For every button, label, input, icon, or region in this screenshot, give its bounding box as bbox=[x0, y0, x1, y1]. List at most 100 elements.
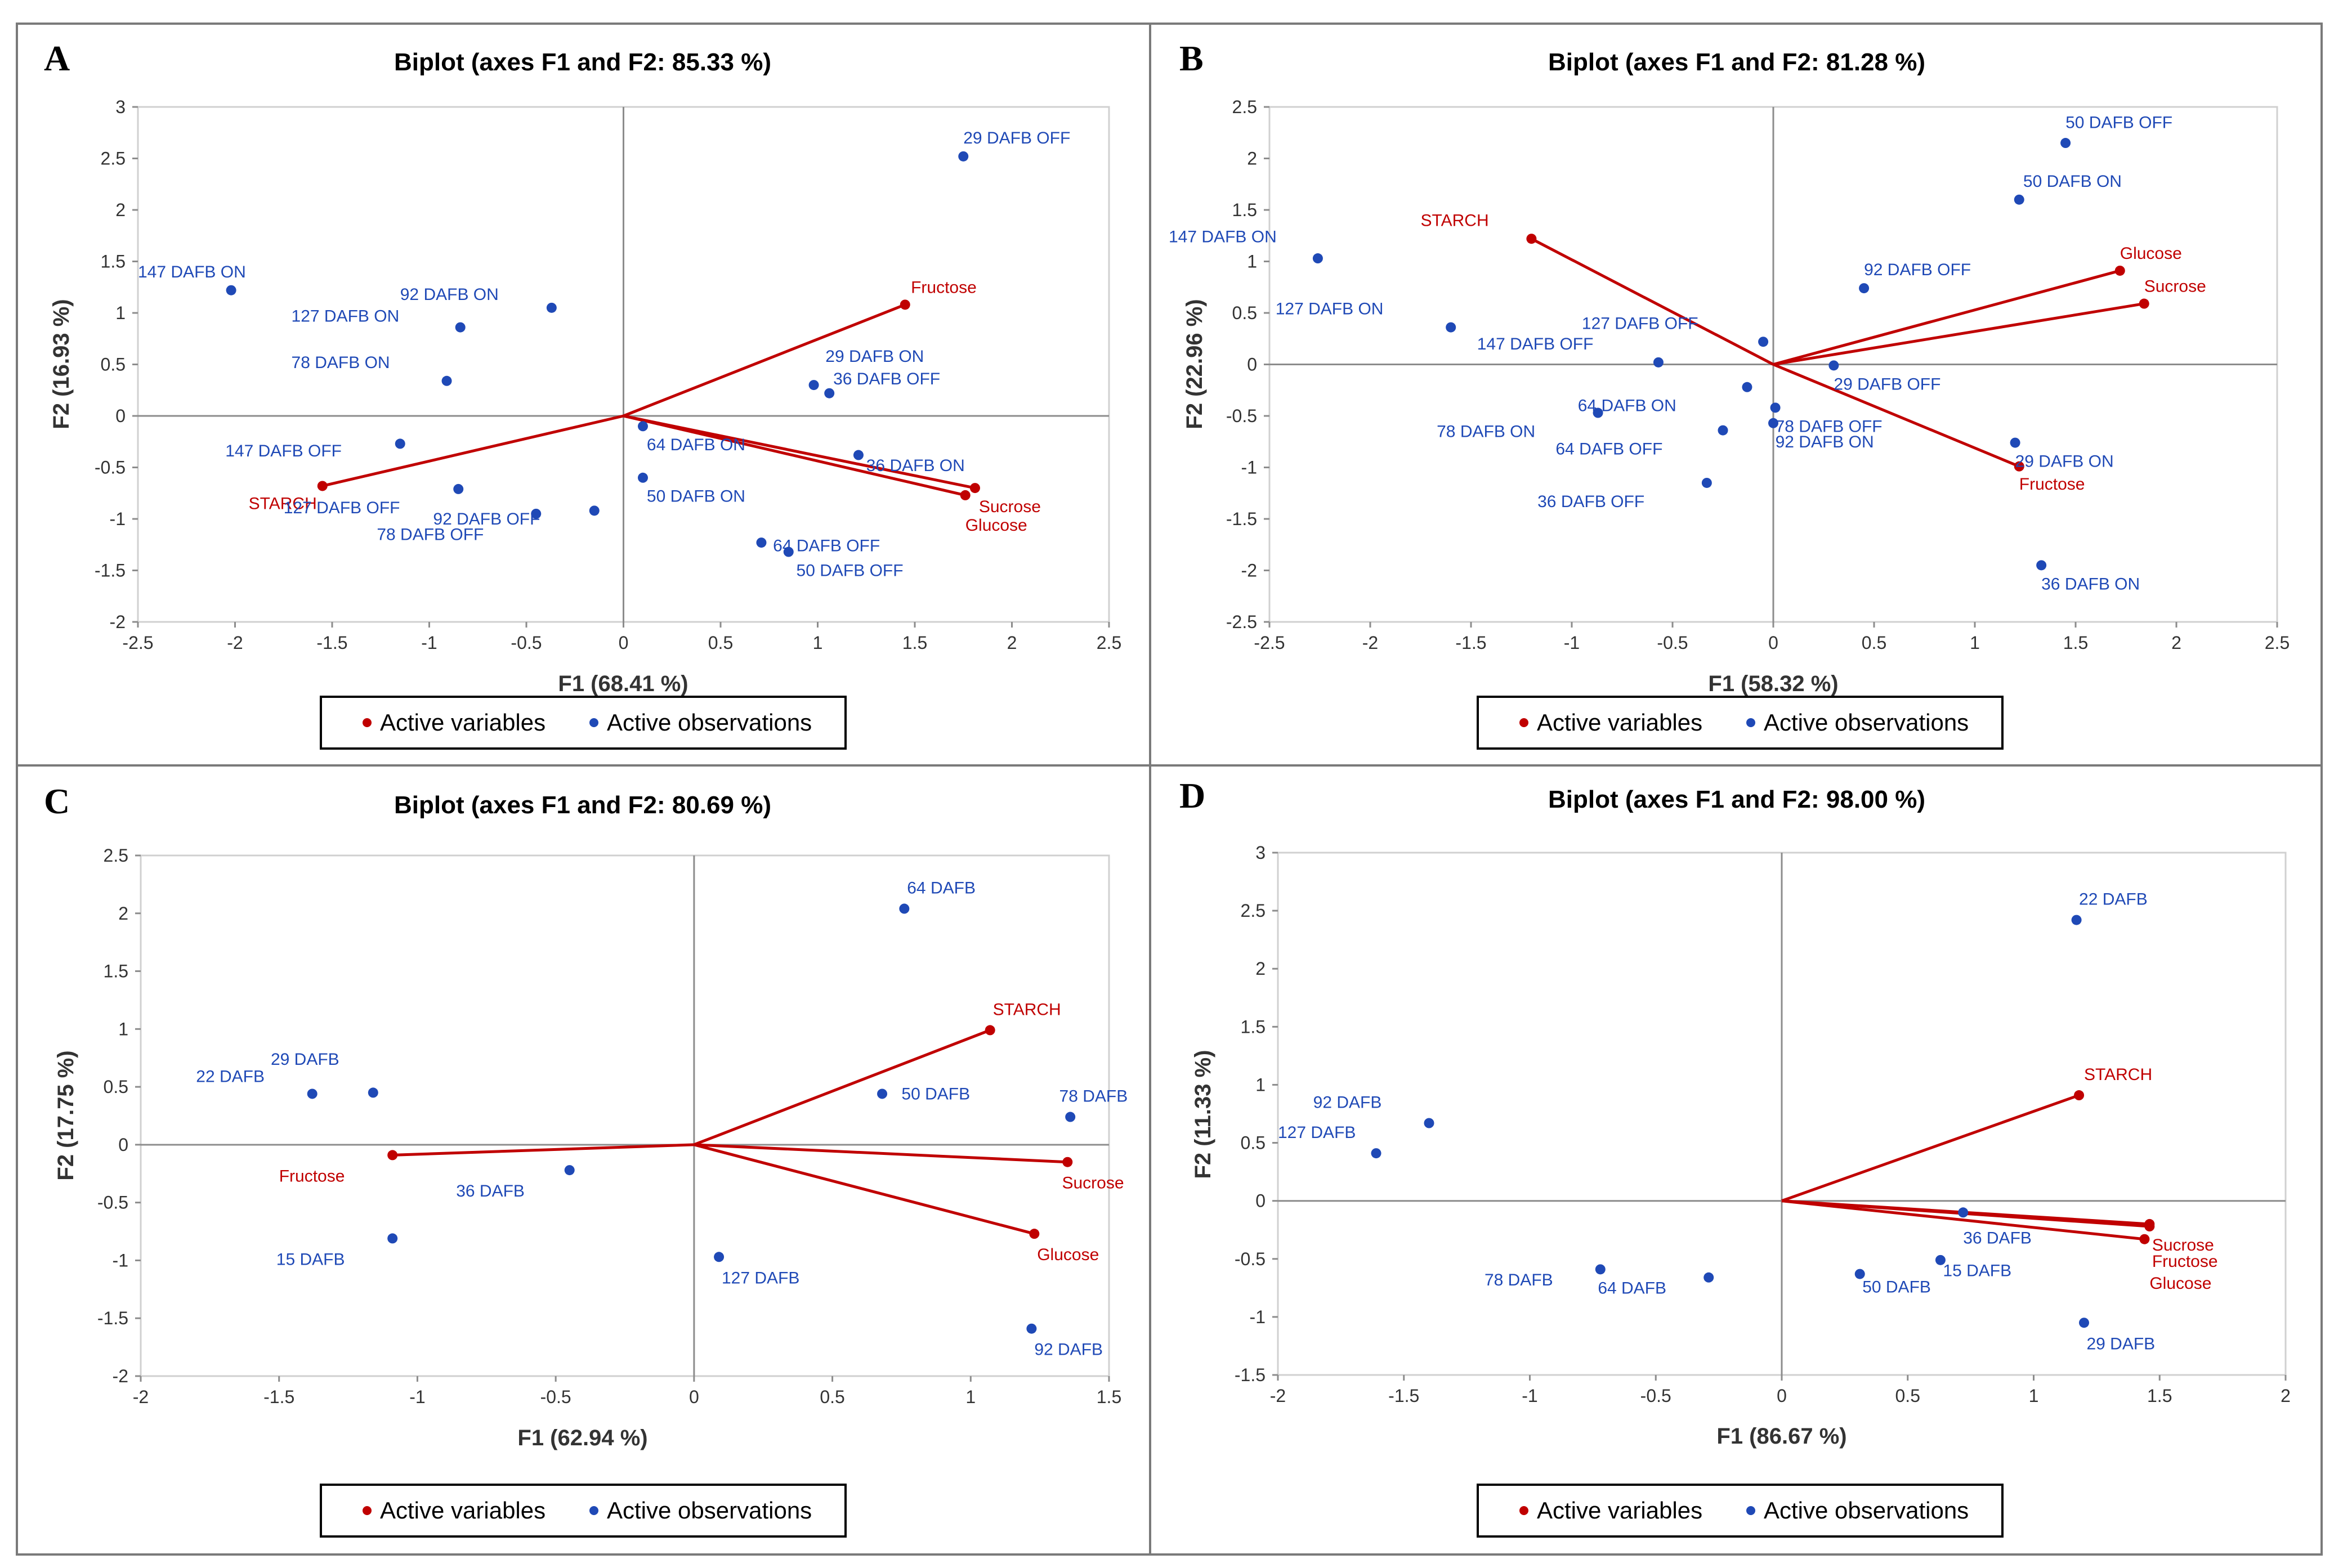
panel-a-obs-label-36-dafb-on: 36 DAFB ON bbox=[866, 456, 965, 475]
panel-a-variable-label-glucose: Glucose bbox=[965, 516, 1027, 535]
panel-b-obs-point-127-dafb-on bbox=[1446, 322, 1456, 333]
panel-b-y-tick-label: 2 bbox=[1247, 149, 1257, 169]
panel-c-y-tick-label: 0 bbox=[118, 1135, 128, 1155]
panel-c-variable-point-glucose bbox=[1029, 1229, 1040, 1239]
panel-b-x-tick-label: 2 bbox=[2171, 633, 2181, 653]
panel-d-y-tick-label: 1 bbox=[1255, 1074, 1266, 1095]
panel-d-legend-observations-label: Active observations bbox=[1764, 1497, 1969, 1524]
panel-b-y-tick-label: -1.5 bbox=[1226, 509, 1257, 529]
panel-b-y-tick-label: -0.5 bbox=[1226, 406, 1257, 426]
panel-c: C Biplot (axes F1 and F2: 80.69 %) -2 -1.… bbox=[44, 781, 1128, 1538]
panel-c-y-tick-label: 2.5 bbox=[104, 845, 128, 866]
panel-letter-b: B bbox=[1179, 38, 1204, 78]
panel-b-obs-label-78-dafb-off: 78 DAFB OFF bbox=[1776, 417, 1883, 436]
panel-c-x-tick-label: 1.5 bbox=[1097, 1387, 1121, 1407]
panel-c-vector-glucose bbox=[694, 1143, 1035, 1235]
panel-c-vector-fructose bbox=[392, 1143, 694, 1157]
panel-letter-a: A bbox=[44, 38, 70, 78]
panel-c-obs-label-22-dafb: 22 DAFB bbox=[196, 1068, 265, 1086]
panel-b-obs-label-29-dafb-on: 29 DAFB ON bbox=[2015, 453, 2114, 471]
panel-b-obs-point-92-dafb-on bbox=[1768, 418, 1778, 428]
panel-b: B Biplot (axes F1 and F2: 81.28 %) -2.5-… bbox=[1169, 38, 2290, 750]
panel-c-x-tick-label: -0.5 bbox=[540, 1387, 571, 1407]
panel-c-legend-box bbox=[320, 1484, 847, 1538]
panel-d-legend-variables-marker bbox=[1519, 1506, 1528, 1515]
panel-c-obs-point-22-dafb bbox=[307, 1088, 318, 1099]
panel-d-obs-point-50-dafb bbox=[1854, 1269, 1865, 1279]
panel-c-y-tick-label: -2 bbox=[113, 1366, 128, 1386]
panel-a-obs-label-29-dafb-off: 29 DAFB OFF bbox=[963, 129, 1070, 147]
panel-c-obs-label-78-dafb: 78 DAFB bbox=[1059, 1087, 1128, 1106]
panel-c-variable-point-starch bbox=[985, 1025, 995, 1036]
panel-b-y-axis-title: F2 (22.96 %) bbox=[1182, 299, 1207, 429]
panel-d-y-tick-label: 3 bbox=[1255, 843, 1266, 863]
panel-a-obs-label-78-dafb-on: 78 DAFB ON bbox=[292, 353, 390, 372]
panel-b-y-tick-label: 0 bbox=[1247, 355, 1257, 375]
panel-b-legend-variables-marker bbox=[1519, 718, 1528, 727]
panel-b-obs-point-78-dafb-off bbox=[1770, 402, 1781, 413]
panel-b-obs-label-92-dafb-off: 92 DAFB OFF bbox=[1864, 261, 1971, 279]
panel-b-obs-point-29-dafb-on bbox=[2010, 437, 2020, 448]
panel-a-y-tick-label: -0.5 bbox=[95, 458, 126, 478]
panel-d-obs-label-36-dafb: 36 DAFB bbox=[1963, 1229, 2032, 1248]
panel-d-variable-label-glucose: Glucose bbox=[2149, 1274, 2211, 1293]
panel-c-obs-label-29-dafb: 29 DAFB bbox=[271, 1050, 339, 1069]
panel-d-y-tick-label: 0 bbox=[1255, 1191, 1266, 1211]
panel-c-vector-starch bbox=[693, 1029, 991, 1146]
panel-b-x-tick-label: 1 bbox=[1970, 633, 1980, 653]
panel-a-y-tick-label: -2 bbox=[110, 612, 126, 632]
panel-c-obs-label-15-dafb: 15 DAFB bbox=[276, 1250, 345, 1269]
panel-d-vector-glucose bbox=[1781, 1199, 2145, 1241]
panel-c-obs-label-64-dafb: 64 DAFB bbox=[907, 879, 976, 898]
panel-a-x-tick-label: -1 bbox=[421, 633, 437, 653]
panel-b-y-tick-label: 1.5 bbox=[1232, 200, 1257, 220]
panel-b-legend-observations-marker bbox=[1746, 718, 1755, 727]
panel-c-obs-point-127-dafb bbox=[714, 1252, 725, 1262]
panel-a-vector-glucose bbox=[623, 414, 966, 497]
panel-d-x-tick-label: -0.5 bbox=[1640, 1386, 1671, 1406]
panel-d-variable-point-fructose bbox=[2144, 1221, 2155, 1232]
panel-a-obs-point-50-dafb-on bbox=[638, 472, 648, 483]
panel-b-obs-point-36-dafb-off bbox=[1701, 477, 1712, 488]
panel-d-x-tick-label: -2 bbox=[1270, 1386, 1286, 1406]
panel-c-variable-label-starch: STARCH bbox=[993, 1000, 1061, 1019]
panel-a-obs-label-64-dafb-on: 64 DAFB ON bbox=[647, 436, 745, 454]
panel-d-obs-label-78-dafb: 78 DAFB bbox=[1485, 1271, 1553, 1289]
panel-b-variable-label-sucrose: Sucrose bbox=[2144, 277, 2206, 295]
panel-c-legend-variables-label: Active variables bbox=[380, 1497, 546, 1524]
panel-c-variable-point-sucrose bbox=[1062, 1157, 1073, 1167]
panel-d-y-tick-label: 0.5 bbox=[1241, 1133, 1266, 1153]
panel-d-obs-label-50-dafb: 50 DAFB bbox=[1862, 1278, 1931, 1296]
panel-b-variable-point-glucose bbox=[2114, 265, 2125, 276]
panel-b-x-tick-label: -1 bbox=[1564, 633, 1580, 653]
panel-a-legend-observations-label: Active observations bbox=[607, 709, 812, 736]
panel-b-vector-sucrose bbox=[1773, 302, 2145, 366]
panel-b-title: Biplot (axes F1 and F2: 81.28 %) bbox=[1548, 48, 1925, 76]
panel-a-legend-box bbox=[320, 696, 847, 750]
panel-d-x-tick-label: 0.5 bbox=[1895, 1386, 1920, 1406]
panel-c-y-tick-label: -0.5 bbox=[97, 1193, 128, 1213]
panel-d-vector-starch bbox=[1781, 1094, 2080, 1203]
panel-d-title: Biplot (axes F1 and F2: 98.00 %) bbox=[1548, 786, 1925, 813]
panel-c-obs-label-92-dafb: 92 DAFB bbox=[1034, 1341, 1103, 1359]
panel-a-y-axis-title: F2 (16.93 %) bbox=[49, 299, 74, 429]
panel-b-obs-label-147-dafb-on: 147 DAFB ON bbox=[1169, 228, 1277, 247]
panel-b-obs-label-127-dafb-off: 127 DAFB OFF bbox=[1582, 314, 1698, 333]
panel-b-obs-point-50-dafb-on bbox=[2014, 194, 2024, 205]
panel-a-x-tick-label: 1.5 bbox=[902, 633, 927, 653]
panel-a-y-tick-label: 1 bbox=[115, 303, 126, 323]
panel-d-variable-label-fructose: Fructose bbox=[2152, 1252, 2218, 1271]
panel-b-obs-point-64-dafb-off bbox=[1718, 425, 1728, 436]
panel-a-variable-point-glucose bbox=[960, 490, 971, 500]
panel-b-obs-point-36-dafb-on bbox=[2036, 560, 2047, 571]
panel-a-variable-label-starch: STARCH bbox=[249, 495, 317, 513]
panel-d-obs-point-64-dafb bbox=[1703, 1272, 1714, 1283]
panel-c-obs-point-29-dafb bbox=[368, 1087, 378, 1098]
panel-a-obs-label-50-dafb-off: 50 DAFB OFF bbox=[797, 562, 904, 580]
panel-a-obs-point-64-dafb-on bbox=[638, 421, 648, 432]
panel-a-obs-point-64-dafb-off bbox=[756, 537, 767, 548]
panel-d-x-tick-label: 1 bbox=[2029, 1386, 2039, 1406]
panel-b-y-tick-label: 1 bbox=[1247, 252, 1257, 272]
panel-a-obs-label-50-dafb-on: 50 DAFB ON bbox=[647, 487, 745, 506]
panel-b-obs-label-50-dafb-on: 50 DAFB ON bbox=[2023, 172, 2122, 191]
